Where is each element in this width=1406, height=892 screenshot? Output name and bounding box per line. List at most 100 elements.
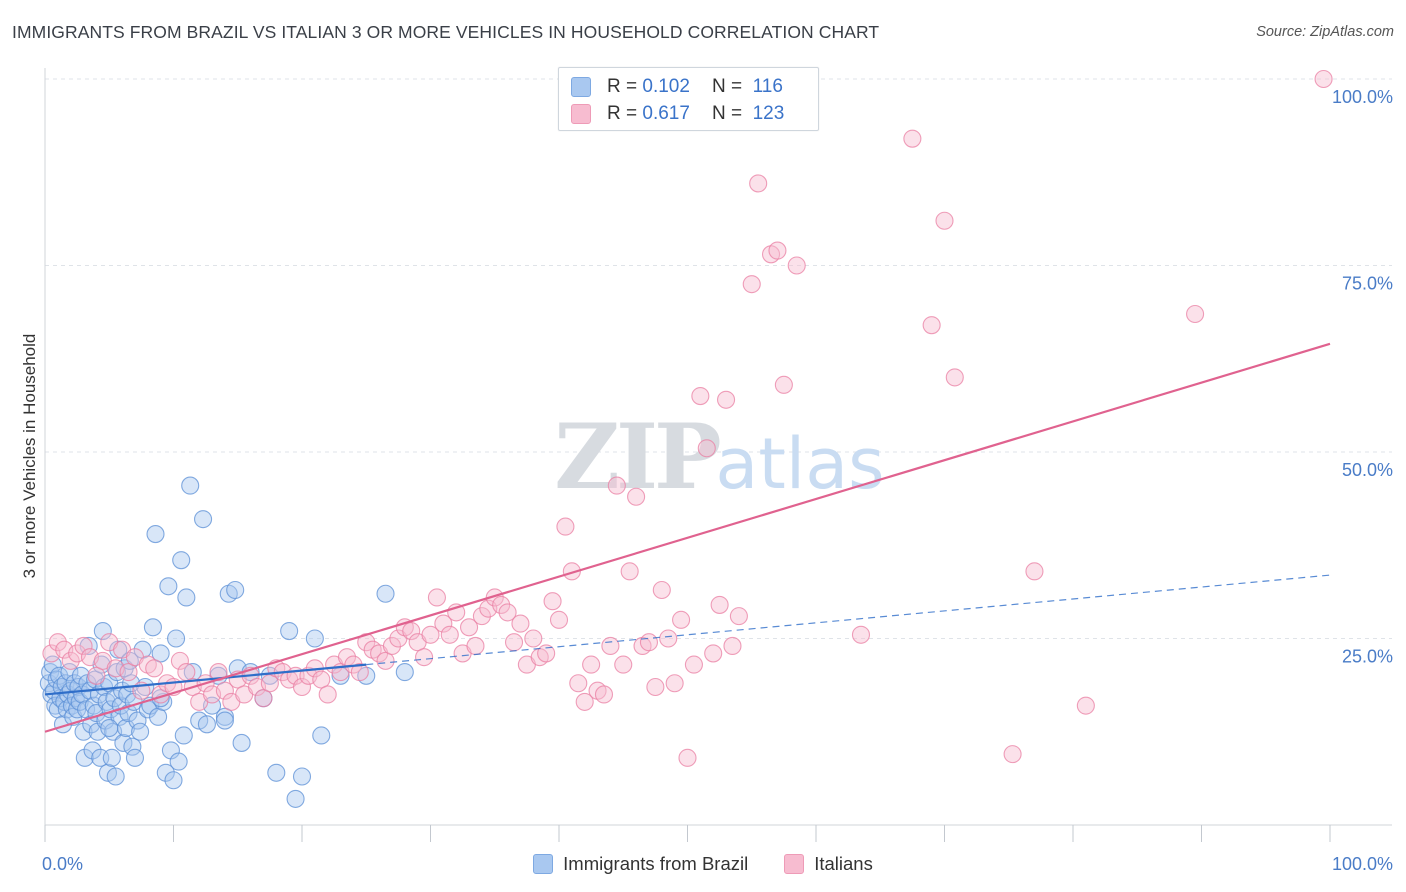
- stats-legend: R = 0.102 N = 116 R = 0.617 N = 123: [558, 67, 819, 131]
- italians-point: [511, 614, 530, 633]
- brazil-point: [312, 726, 331, 745]
- italians-point: [504, 633, 524, 652]
- stats-n-label: N =: [711, 103, 743, 124]
- italians-point: [684, 655, 703, 674]
- italians-point: [1025, 562, 1044, 581]
- brazil-point: [167, 629, 186, 648]
- italians-point: [749, 174, 768, 193]
- italians-point: [710, 595, 729, 614]
- italians-point: [562, 562, 581, 581]
- brazil-point: [125, 748, 144, 767]
- italians-point: [119, 663, 138, 682]
- brazil-point: [100, 718, 119, 738]
- brazil-point: [181, 476, 200, 495]
- brazil-point: [172, 551, 191, 570]
- stats-n-value: 116: [752, 76, 783, 97]
- brazil-point: [114, 733, 133, 752]
- italians-point: [427, 588, 446, 607]
- italians-point: [691, 386, 710, 406]
- brazil-point: [128, 711, 147, 730]
- italians-point: [415, 648, 434, 667]
- brazil-point: [286, 789, 305, 808]
- stats-row-brazil: R = 0.102 N = 116: [571, 74, 783, 100]
- italians-point: [492, 595, 511, 614]
- italians-point: [312, 670, 331, 689]
- italians-point: [582, 655, 601, 674]
- legend-swatch-brazil: [533, 854, 554, 874]
- italians-point: [787, 256, 806, 275]
- italians-point: [215, 681, 234, 700]
- italians-point: [318, 685, 337, 704]
- italians-point: [1314, 69, 1333, 89]
- italians-point: [292, 677, 312, 697]
- trend-lines: [44, 342, 1331, 733]
- italians-point: [434, 614, 453, 633]
- italians-trend-line: [44, 342, 1331, 733]
- italians-point: [639, 633, 659, 652]
- italians-point: [607, 476, 626, 495]
- italians-point: [1003, 745, 1022, 764]
- brazil-point: [177, 588, 196, 607]
- brazil-point: [102, 748, 121, 767]
- y-tick-label: 75.0%: [1342, 274, 1393, 294]
- brazil-point: [174, 726, 193, 745]
- italians-point: [620, 562, 639, 581]
- legend-label-brazil: Immigrants from Brazil: [563, 853, 749, 874]
- y-tick-label: 25.0%: [1342, 647, 1393, 667]
- stats-swatch-brazil: [571, 77, 591, 97]
- italians-point: [672, 610, 691, 629]
- stats-row-italians: R = 0.617 N = 123: [571, 101, 784, 127]
- brazil-point: [292, 767, 312, 786]
- italians-point: [524, 629, 543, 648]
- italians-point: [742, 275, 761, 294]
- italians-point: [697, 439, 716, 458]
- brazil-point: [194, 510, 213, 529]
- italians-point: [945, 368, 964, 387]
- italians-point: [170, 651, 189, 670]
- italians-point: [627, 487, 646, 506]
- brazil-point: [156, 763, 175, 782]
- italians-point: [74, 636, 93, 656]
- brazil-point: [226, 580, 245, 600]
- brazil-point: [164, 771, 183, 790]
- legend-swatch-italians: [784, 854, 805, 874]
- italians-point: [903, 129, 922, 148]
- watermark-zip: ZIP: [554, 404, 720, 510]
- italians-point: [935, 211, 954, 230]
- watermark-atlas: atlas: [715, 423, 884, 505]
- italians-point: [254, 689, 273, 708]
- stats-r-label: R =: [607, 76, 638, 97]
- y-tick-label: 100.0%: [1332, 87, 1393, 107]
- chart-legend: Immigrants from Brazil Italians: [0, 851, 1406, 877]
- italians-point: [556, 517, 575, 536]
- brazil-point: [106, 767, 125, 786]
- italians-point: [402, 621, 421, 641]
- italians-point: [851, 625, 871, 644]
- brazil-point: [143, 618, 162, 637]
- brazil-point: [395, 663, 414, 682]
- italians-point: [350, 663, 369, 682]
- brazil-point: [169, 752, 188, 771]
- italians-point: [659, 629, 678, 648]
- stats-n-value: 123: [752, 103, 785, 124]
- legend-item-italians[interactable]: Italians: [784, 853, 873, 875]
- brazil-point: [75, 748, 94, 767]
- brazil-point: [215, 711, 234, 730]
- italians-point: [723, 636, 742, 656]
- x-tick-label: 0.0%: [42, 854, 83, 874]
- italians-point: [601, 636, 620, 656]
- y-axis-label: 3 or more Vehicles in Household: [20, 333, 39, 579]
- brazil-point: [93, 621, 112, 641]
- italians-point: [1076, 696, 1095, 715]
- italians-point: [646, 677, 665, 697]
- brazil-trend-dashed: [366, 574, 1331, 666]
- italians-point: [440, 625, 459, 644]
- italians-point: [466, 636, 485, 656]
- brazil-point: [70, 692, 89, 711]
- italians-point: [543, 592, 562, 611]
- italians-point: [421, 625, 440, 644]
- legend-item-brazil[interactable]: Immigrants from Brazil: [533, 853, 748, 875]
- italians-point: [774, 375, 793, 394]
- italians-point: [87, 666, 106, 685]
- brazil-point: [131, 722, 150, 741]
